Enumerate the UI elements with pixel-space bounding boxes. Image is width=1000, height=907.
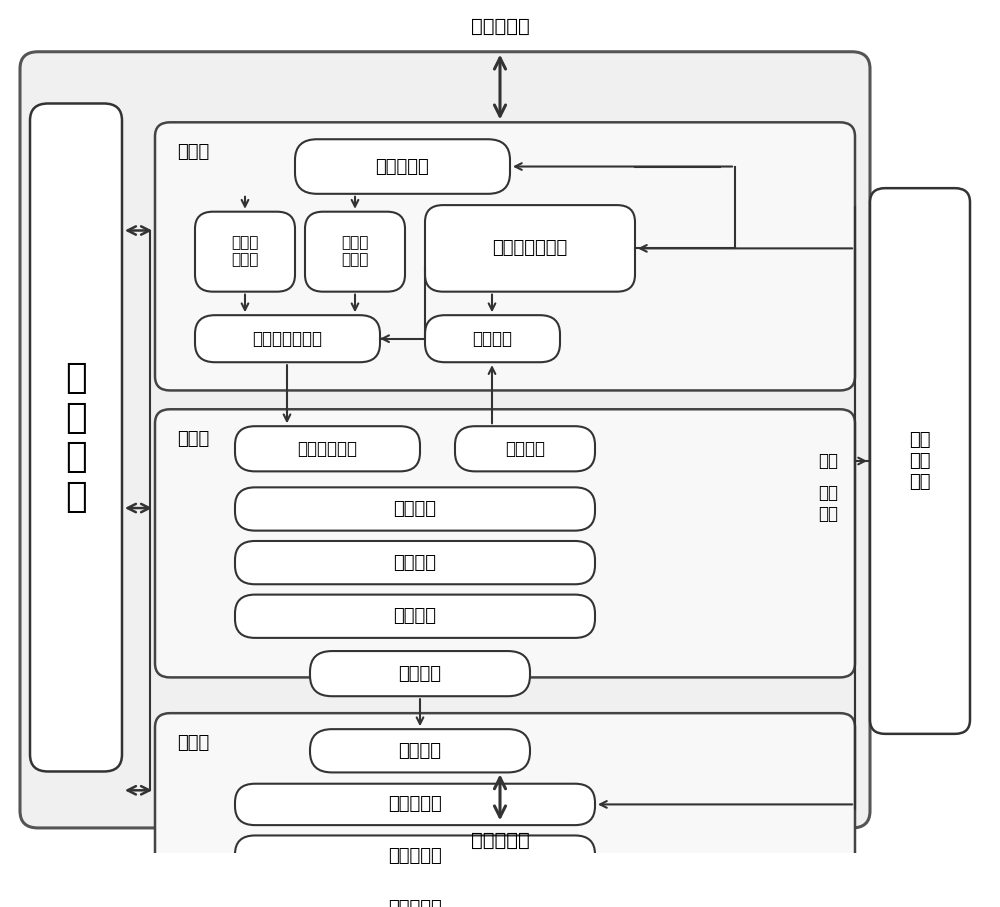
FancyBboxPatch shape bbox=[235, 784, 595, 825]
Text: 与设备通信: 与设备通信 bbox=[471, 831, 529, 850]
FancyBboxPatch shape bbox=[310, 651, 530, 697]
FancyBboxPatch shape bbox=[305, 211, 405, 292]
FancyBboxPatch shape bbox=[425, 315, 560, 362]
FancyBboxPatch shape bbox=[235, 595, 595, 638]
Text: 监控设备: 监控设备 bbox=[472, 330, 512, 347]
Text: 信息处理后输出: 信息处理后输出 bbox=[252, 330, 322, 347]
FancyBboxPatch shape bbox=[235, 835, 595, 877]
Text: 照明等设备: 照明等设备 bbox=[388, 899, 442, 907]
Text: 公
共
数
据: 公 共 数 据 bbox=[65, 361, 87, 513]
FancyBboxPatch shape bbox=[235, 541, 595, 584]
FancyBboxPatch shape bbox=[155, 122, 855, 390]
FancyBboxPatch shape bbox=[195, 315, 380, 362]
Text: 监控层: 监控层 bbox=[177, 143, 209, 161]
FancyBboxPatch shape bbox=[455, 426, 595, 472]
FancyBboxPatch shape bbox=[295, 140, 510, 194]
Text: 监控
执行
设备: 监控 执行 设备 bbox=[909, 431, 931, 491]
Text: 上位机通信: 上位机通信 bbox=[375, 158, 429, 176]
FancyBboxPatch shape bbox=[310, 729, 530, 773]
FancyBboxPatch shape bbox=[155, 713, 855, 907]
Text: 控制层: 控制层 bbox=[177, 430, 209, 448]
FancyBboxPatch shape bbox=[195, 211, 295, 292]
FancyBboxPatch shape bbox=[155, 409, 855, 678]
Text: 指令转换: 指令转换 bbox=[398, 742, 442, 760]
Text: 接收处理信息: 接收处理信息 bbox=[297, 440, 357, 458]
Text: 推进器推力: 推进器推力 bbox=[388, 795, 442, 814]
Text: 传感器状态信息: 传感器状态信息 bbox=[492, 239, 568, 258]
Text: 紧急
情况: 紧急 情况 bbox=[818, 484, 838, 522]
FancyBboxPatch shape bbox=[425, 205, 635, 292]
FancyBboxPatch shape bbox=[235, 426, 420, 472]
Text: 操纵信
息输入: 操纵信 息输入 bbox=[341, 235, 369, 268]
Text: 任务控制: 任务控制 bbox=[394, 608, 436, 625]
Text: 资源分配: 资源分配 bbox=[394, 500, 436, 518]
FancyBboxPatch shape bbox=[235, 887, 595, 907]
FancyBboxPatch shape bbox=[20, 52, 870, 828]
FancyBboxPatch shape bbox=[30, 103, 122, 772]
Text: 控制指令: 控制指令 bbox=[505, 440, 545, 458]
Text: 数据指
令输入: 数据指 令输入 bbox=[231, 235, 259, 268]
Text: 机械手作业: 机械手作业 bbox=[388, 847, 442, 865]
Text: 控制指令: 控制指令 bbox=[398, 665, 442, 683]
FancyBboxPatch shape bbox=[235, 487, 595, 531]
Text: 任务决策: 任务决策 bbox=[394, 553, 436, 571]
FancyBboxPatch shape bbox=[870, 188, 970, 734]
Text: 与水面通信: 与水面通信 bbox=[471, 17, 529, 36]
Text: 判断: 判断 bbox=[818, 452, 838, 470]
Text: 执行层: 执行层 bbox=[177, 734, 209, 752]
